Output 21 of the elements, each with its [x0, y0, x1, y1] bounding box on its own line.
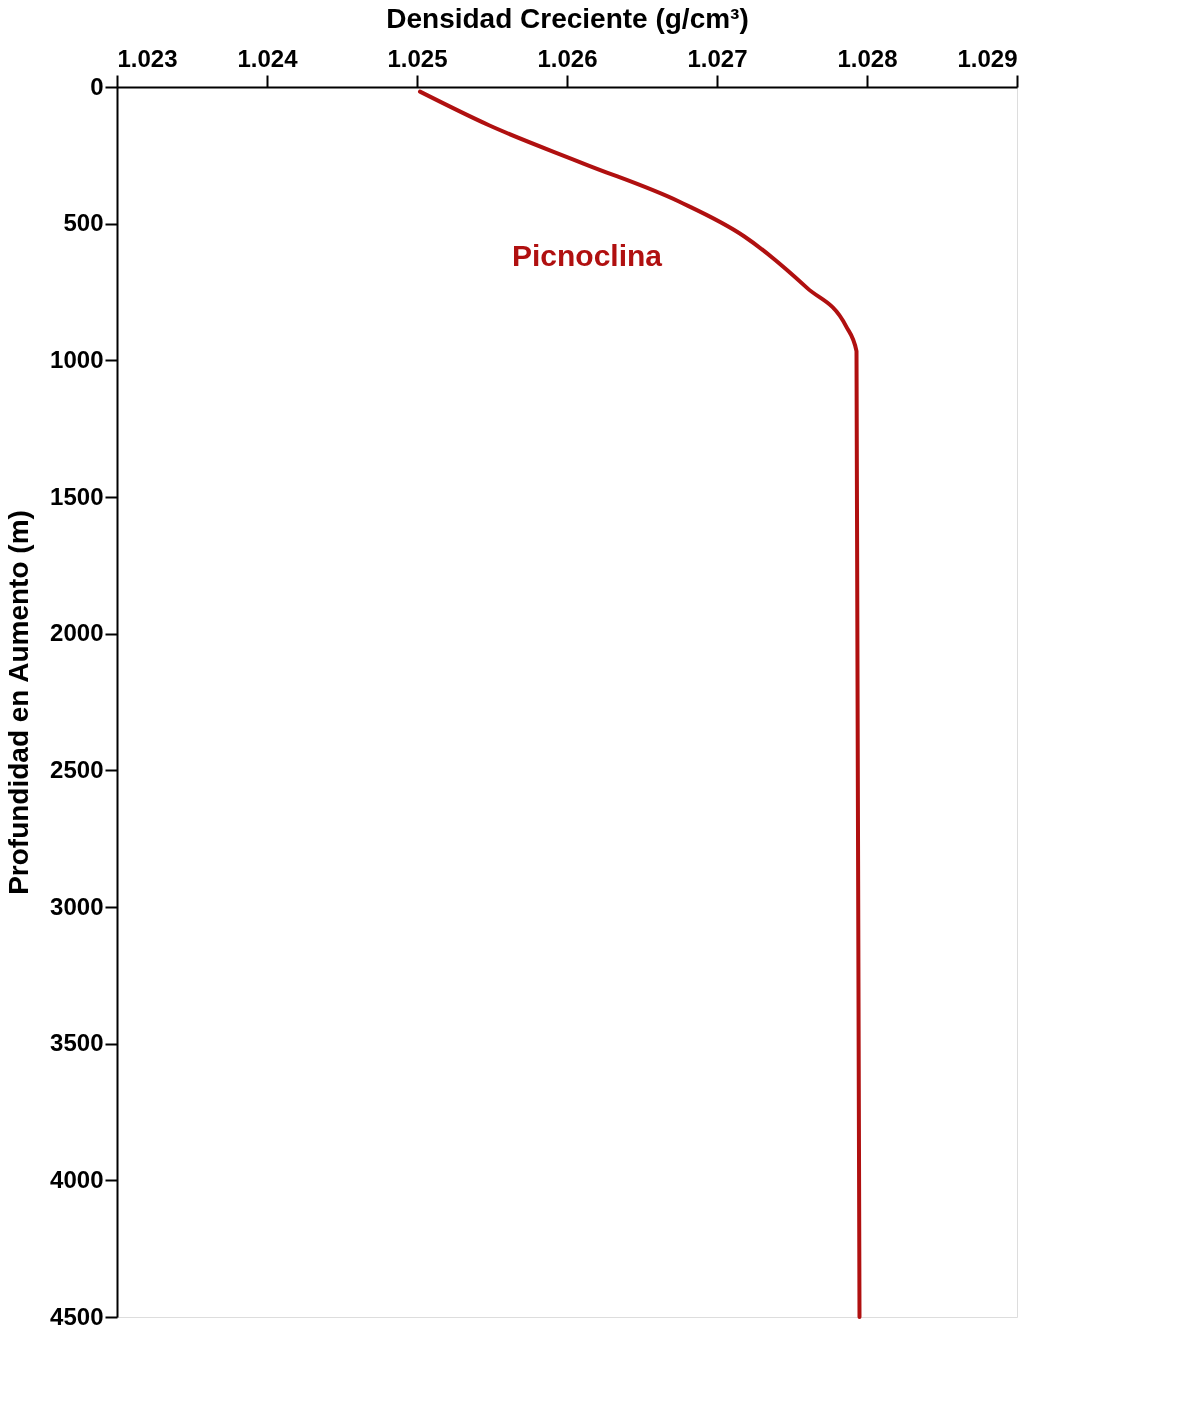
x-tick-label: 1.025 [387, 44, 448, 72]
x-tick-label: 1.024 [237, 44, 299, 72]
x-tick-label: 1.023 [117, 44, 178, 72]
y-tick-label: 1500 [50, 482, 104, 510]
x-tick-label: 1.026 [537, 44, 598, 72]
y-tick-label: 0 [90, 72, 104, 100]
x-tick-label: 1.027 [687, 44, 748, 72]
y-tick-label: 3000 [50, 892, 104, 920]
line-series [418, 89, 862, 1319]
y-tick-label: 3500 [50, 1029, 104, 1057]
x-axis-title: Densidad Creciente (g/cm³) [386, 2, 749, 34]
y-tick-label: 4500 [50, 1302, 104, 1330]
y-tick-label: 4000 [50, 1165, 104, 1193]
x-tick-label: 1.029 [957, 44, 1018, 72]
y-tick-label: 500 [63, 209, 104, 237]
y-axis-title: Profundidad en Aumento (m) [3, 510, 35, 895]
y-tick-label: 1000 [50, 345, 104, 373]
x-tick-label: 1.028 [837, 44, 898, 72]
y-tick-label: 2500 [50, 755, 104, 783]
annotation: Picnoclina [511, 239, 663, 272]
y-tick-label: 2000 [50, 619, 104, 647]
